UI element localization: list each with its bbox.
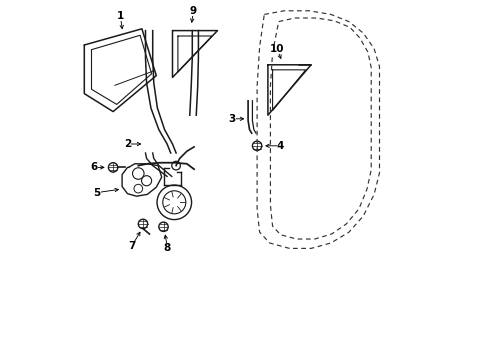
Text: 5: 5	[93, 188, 101, 198]
Text: 3: 3	[228, 114, 235, 124]
Text: 4: 4	[276, 141, 284, 151]
Text: 1: 1	[117, 11, 123, 21]
Text: 8: 8	[163, 243, 171, 253]
Text: 9: 9	[189, 6, 197, 16]
Text: 6: 6	[90, 162, 98, 172]
Text: 10: 10	[269, 44, 284, 54]
Text: 7: 7	[128, 240, 136, 251]
Text: 2: 2	[123, 139, 131, 149]
